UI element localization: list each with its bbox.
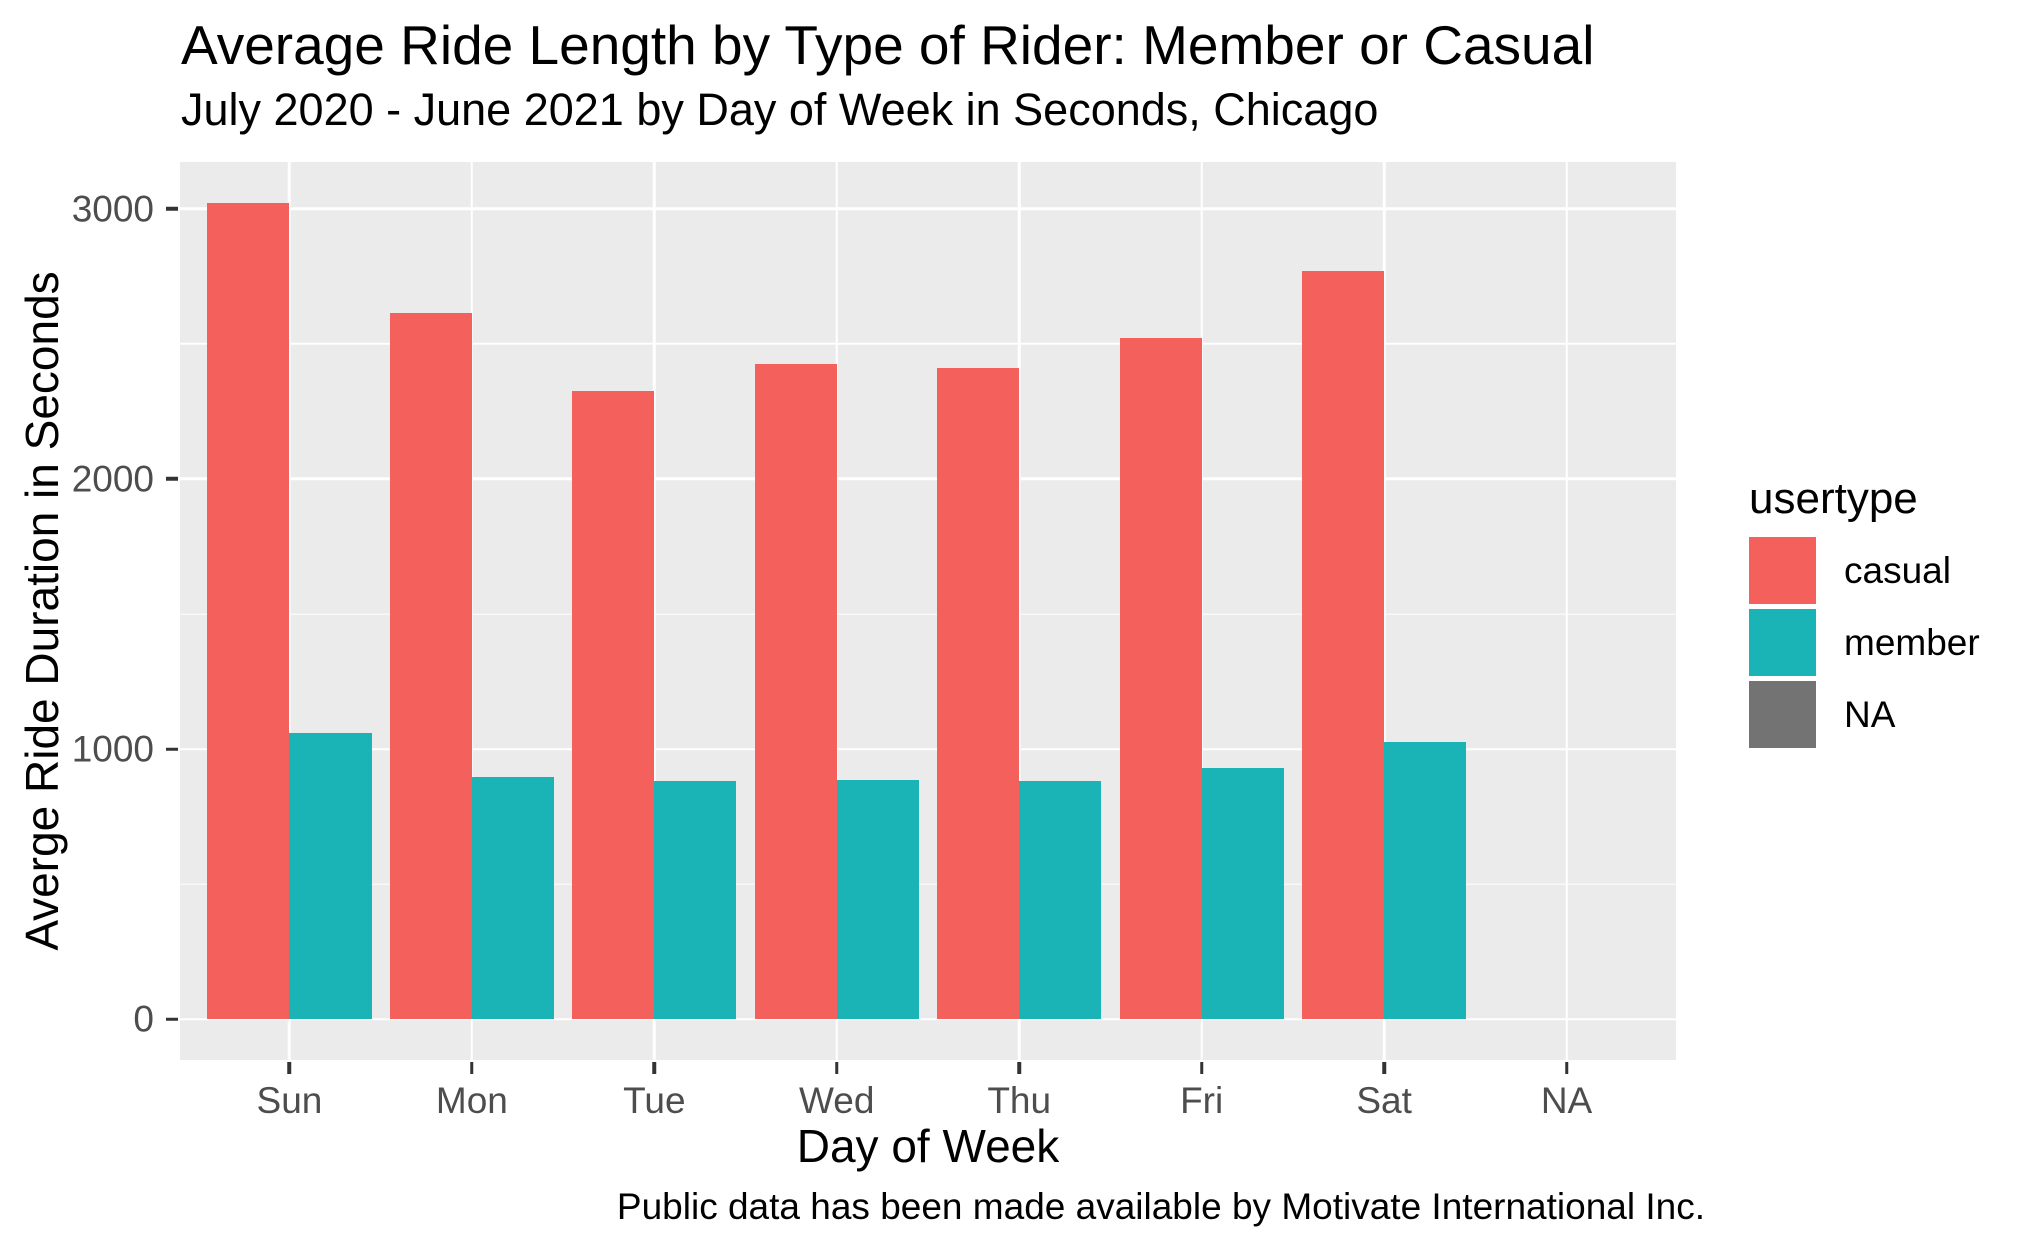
y-tick-mark [166,747,178,751]
gridline-major-x [1565,162,1568,1060]
legend-entry: casual [1749,536,1980,604]
gridline-minor [180,343,1676,345]
legend-label: member [1844,621,1980,663]
legend-entries: casual member NA [1749,536,1980,748]
x-tick-mark [835,1062,839,1074]
legend-entry: member [1749,608,1980,676]
bar-casual-Sat [1302,270,1385,1020]
x-tick-label: Sat [1356,1080,1412,1121]
bar-member-Fri [1201,767,1284,1020]
bar-member-Tue [654,781,737,1020]
bar-casual-Thu [937,368,1020,1020]
legend-entry: NA [1749,680,1980,748]
gridline-minor [180,883,1676,885]
x-tick-mark [652,1062,657,1074]
legend-swatch-member [1749,608,1816,676]
bar-casual-Tue [572,391,655,1020]
caption: Public data has been made available by M… [616,1186,1705,1227]
legend-title: usertype [1749,474,1918,523]
gridline-major-x [653,162,656,1060]
y-tick-mark [166,1017,178,1021]
legend-swatch-casual [1749,536,1816,604]
y-tick-label: 0 [133,998,154,1040]
bar-member-Wed [836,780,919,1020]
chart-subtitle: July 2020 - June 2021 by Day of Week in … [181,84,1379,135]
x-axis-title: Day of Week [796,1120,1060,1172]
x-tick-label: Fri [1180,1080,1224,1121]
bar-member-Mon [471,777,554,1020]
x-tick-label: Wed [799,1080,875,1121]
gridline-major [180,1017,1676,1021]
gridline-major-x [1017,162,1021,1060]
plot-panel [180,162,1676,1060]
x-tick-mark [470,1062,474,1074]
x-tick-mark [1199,1062,1204,1074]
y-tick-label: 3000 [71,188,154,230]
bar-member-Sat [1384,742,1467,1020]
legend-label: NA [1844,693,1896,735]
gridline-major-x [470,162,474,1060]
bar-casual-Fri [1119,338,1202,1020]
y-tick-mark [166,207,178,211]
bar-member-Sun [289,732,372,1020]
chart-title: Average Ride Length by Type of Rider: Me… [181,14,1595,76]
x-tick-label: Sun [256,1080,323,1121]
gridline-major-x [288,162,291,1060]
y-tick-label: 2000 [71,458,154,500]
x-tick-label: Thu [987,1080,1052,1121]
gridline-major [180,747,1676,751]
x-tick-mark [287,1062,292,1074]
x-tick-mark [1564,1062,1569,1074]
gridline-major [180,207,1676,210]
x-tick-mark [1017,1062,1021,1074]
gridline-major-x [1200,162,1203,1060]
gridline-minor [180,613,1676,615]
x-tick-label: Tue [623,1080,686,1121]
bar-casual-Wed [754,364,837,1020]
gridline-major-x [1382,162,1386,1060]
legend-swatch-NA [1749,680,1816,748]
gridline-major-x [835,162,839,1060]
y-tick-mark [166,477,178,481]
bar-casual-Sun [207,203,290,1020]
legend: usertype casual member NA [1749,474,1980,753]
x-tick-label: Mon [435,1080,508,1121]
y-axis: 0 1000 2000 3000 [0,162,180,1060]
bar-casual-Mon [389,312,472,1020]
x-axis: Sun Mon Tue Wed Thu Fri Sat NA [180,1060,1676,1180]
gridline-major [180,477,1676,481]
bar-member-Thu [1019,781,1102,1020]
y-tick-label: 1000 [71,728,154,770]
legend-label: casual [1844,549,1951,591]
x-tick-label: NA [1540,1080,1593,1121]
x-tick-mark [1382,1062,1386,1074]
